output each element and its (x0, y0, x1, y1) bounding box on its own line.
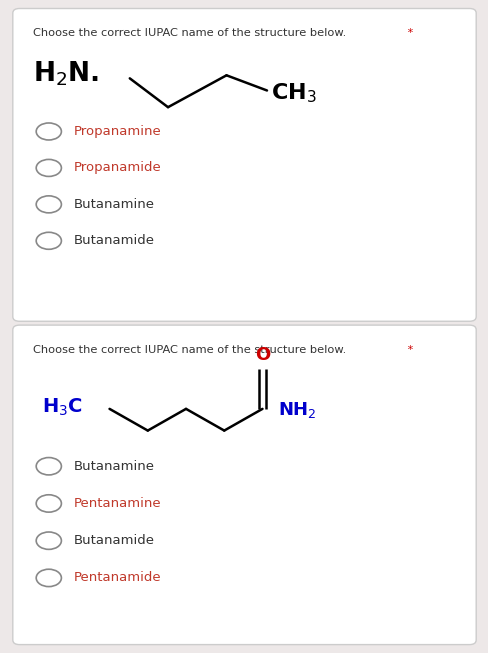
Circle shape (36, 159, 61, 176)
Text: CH$_3$: CH$_3$ (270, 82, 316, 105)
Circle shape (36, 232, 61, 249)
Text: H$_2$N.: H$_2$N. (33, 59, 99, 88)
Text: O: O (254, 346, 269, 364)
FancyBboxPatch shape (13, 325, 475, 645)
FancyBboxPatch shape (13, 8, 475, 321)
Circle shape (36, 123, 61, 140)
Text: *: * (404, 28, 413, 39)
Text: Butanamide: Butanamide (73, 534, 154, 547)
Text: *: * (404, 345, 413, 355)
Text: Butanamine: Butanamine (73, 198, 154, 211)
Text: Propanamine: Propanamine (73, 125, 161, 138)
Text: Propanamide: Propanamide (73, 161, 161, 174)
Text: NH$_2$: NH$_2$ (278, 400, 316, 421)
Circle shape (36, 532, 61, 549)
Text: Butanamide: Butanamide (73, 234, 154, 247)
Circle shape (36, 196, 61, 213)
Text: Pentanamide: Pentanamide (73, 571, 161, 584)
Circle shape (36, 495, 61, 512)
Circle shape (36, 569, 61, 586)
Text: Choose the correct IUPAC name of the structure below.: Choose the correct IUPAC name of the str… (33, 345, 346, 355)
Circle shape (36, 458, 61, 475)
Text: H$_3$C: H$_3$C (42, 396, 83, 418)
Text: Butanamine: Butanamine (73, 460, 154, 473)
Text: Pentanamine: Pentanamine (73, 497, 161, 510)
Text: Choose the correct IUPAC name of the structure below.: Choose the correct IUPAC name of the str… (33, 28, 346, 39)
